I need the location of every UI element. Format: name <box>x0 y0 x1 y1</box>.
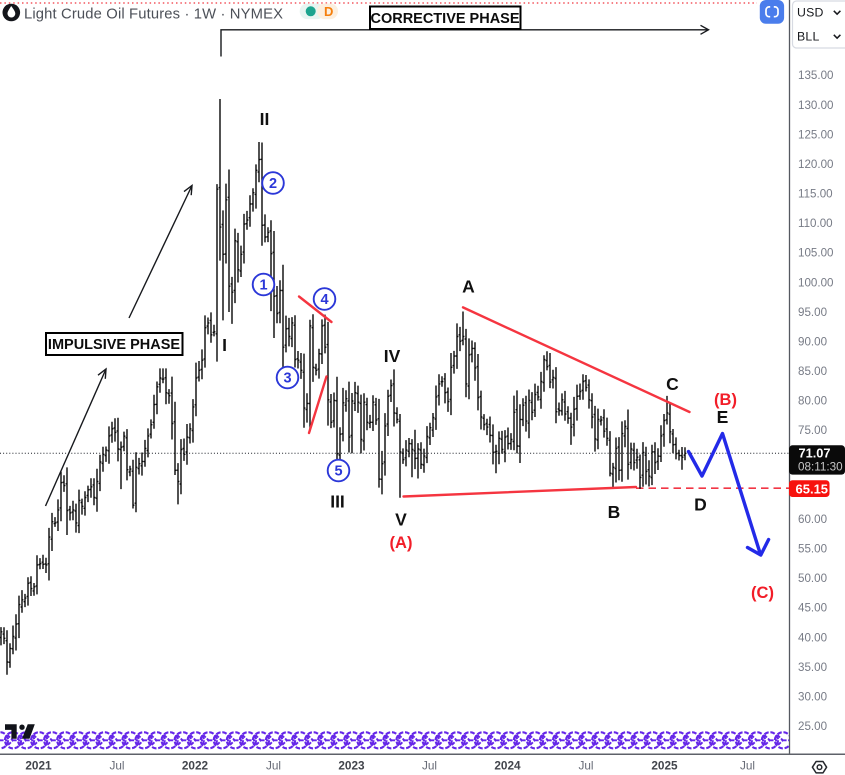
svg-text:D: D <box>694 495 707 515</box>
svg-text:1: 1 <box>259 278 267 294</box>
svg-text:(B): (B) <box>714 391 737 409</box>
svg-text:85.00: 85.00 <box>798 365 827 378</box>
svg-text:2022: 2022 <box>182 759 209 773</box>
svg-text:5: 5 <box>334 464 342 480</box>
svg-text:2021: 2021 <box>25 759 52 773</box>
svg-text:III: III <box>330 492 345 512</box>
svg-text:C: C <box>666 374 679 394</box>
svg-text:D: D <box>324 4 333 19</box>
svg-text:125.00: 125.00 <box>798 128 833 141</box>
svg-text:E: E <box>717 407 729 427</box>
svg-text:135.00: 135.00 <box>798 69 833 82</box>
svg-text:35.00: 35.00 <box>798 661 827 674</box>
svg-text:V: V <box>395 510 407 530</box>
svg-text:2023: 2023 <box>338 759 365 773</box>
svg-text:A: A <box>462 277 475 297</box>
svg-text:45.00: 45.00 <box>798 602 827 615</box>
svg-text:25.00: 25.00 <box>798 720 827 733</box>
svg-text:08:11:30: 08:11:30 <box>798 461 843 474</box>
svg-text:105.00: 105.00 <box>798 247 833 260</box>
svg-text:95.00: 95.00 <box>798 306 827 319</box>
svg-text:110.00: 110.00 <box>798 217 833 230</box>
svg-text:Jul: Jul <box>740 759 755 773</box>
svg-text:Jul: Jul <box>422 759 437 773</box>
svg-text:2025: 2025 <box>651 759 678 773</box>
svg-text:USD: USD <box>797 6 824 20</box>
svg-text:Jul: Jul <box>578 759 593 773</box>
svg-text:Jul: Jul <box>109 759 124 773</box>
svg-text:115.00: 115.00 <box>798 188 833 201</box>
svg-text:B: B <box>608 502 621 522</box>
svg-text:(A): (A) <box>390 534 413 552</box>
svg-text:90.00: 90.00 <box>798 336 827 349</box>
svg-text:55.00: 55.00 <box>798 543 827 556</box>
svg-text:Jul: Jul <box>266 759 281 773</box>
svg-text:2: 2 <box>269 176 277 192</box>
svg-text:Light Crude Oil Futures · 1W ·: Light Crude Oil Futures · 1W · NYMEX <box>24 7 283 23</box>
svg-text:30.00: 30.00 <box>798 691 827 704</box>
svg-text:80.00: 80.00 <box>798 395 827 408</box>
svg-text:3: 3 <box>283 371 291 387</box>
svg-text:IV: IV <box>384 346 401 366</box>
svg-text:CORRECTIVE PHASE: CORRECTIVE PHASE <box>370 11 519 27</box>
svg-text:50.00: 50.00 <box>798 572 827 585</box>
svg-text:I: I <box>222 335 227 355</box>
svg-text:120.00: 120.00 <box>798 158 833 171</box>
svg-text:100.00: 100.00 <box>798 276 833 289</box>
svg-text:(C): (C) <box>751 584 774 602</box>
svg-text:4: 4 <box>320 292 328 308</box>
svg-text:BLL: BLL <box>797 30 819 44</box>
svg-text:40.00: 40.00 <box>798 631 827 644</box>
svg-text:2024: 2024 <box>494 759 521 773</box>
svg-text:75.00: 75.00 <box>798 424 827 437</box>
svg-text:65.15: 65.15 <box>796 481 829 496</box>
svg-text:71.07: 71.07 <box>799 446 831 461</box>
svg-text:II: II <box>260 109 270 129</box>
svg-text:60.00: 60.00 <box>798 513 827 526</box>
svg-text:IMPULSIVE PHASE: IMPULSIVE PHASE <box>48 337 180 353</box>
svg-text:130.00: 130.00 <box>798 99 833 112</box>
